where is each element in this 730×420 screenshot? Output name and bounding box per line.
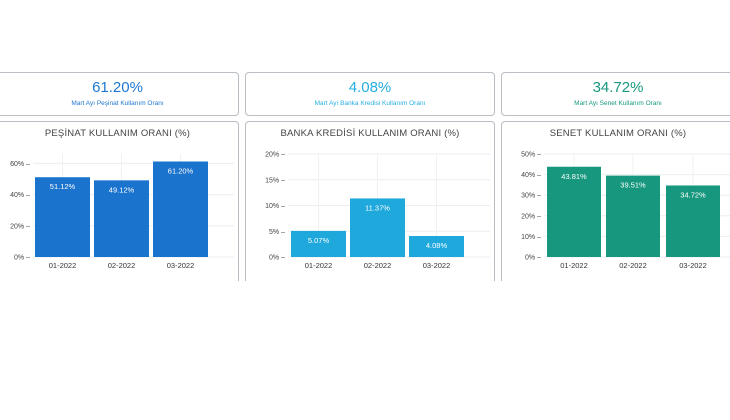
data-label: 34.72% xyxy=(680,190,706,199)
y-tick-label: 40% – xyxy=(521,172,541,179)
y-tick-label: 0% – xyxy=(14,255,30,262)
y-tick-label: 0% – xyxy=(269,255,285,262)
chart-panel-banka-kredisi: BANKA KREDİSİ KULLANIM ORANI (%) 0% – 5% … xyxy=(245,121,495,281)
x-tick-label: 01-2022 xyxy=(305,261,333,270)
chart-title: SENET KULLANIM ORANI (%) xyxy=(549,128,687,139)
data-label: 39.51% xyxy=(620,181,646,190)
chart-title: PEŞİNAT KULLANIM ORANI (%) xyxy=(44,128,191,139)
kpi-value: 61.20% xyxy=(92,79,143,96)
data-label: 61.20% xyxy=(168,166,194,175)
bar-chart-senet: 0% – 10% – 20% – 30% – 40% – 50% – 43.81% 01-20… xyxy=(521,152,730,270)
data-label: 4.08% xyxy=(426,241,448,250)
y-tick-label: 5% – xyxy=(269,229,285,236)
x-tick-label: 01-2022 xyxy=(49,261,77,270)
kpi-label: Mart Ayı Banka Kredisi Kullanım Oranı xyxy=(314,100,426,107)
y-tick-label: 20% – xyxy=(10,223,30,230)
y-tick-label: 10% – xyxy=(521,234,541,241)
x-tick-label: 02-2022 xyxy=(364,261,392,270)
y-tick-label: 40% – xyxy=(10,192,30,199)
x-tick-label: 01-2022 xyxy=(560,261,588,270)
x-tick-label: 03-2022 xyxy=(679,261,707,270)
y-tick-label: 20% – xyxy=(265,152,285,159)
bar xyxy=(666,185,720,257)
data-label: 43.81% xyxy=(561,172,587,181)
bar xyxy=(409,235,464,257)
kpi-label: Mart Ayı Senet Kullanım Oranı xyxy=(574,100,662,107)
y-tick-label: 10% – xyxy=(265,203,285,210)
data-label: 5.07% xyxy=(308,236,330,245)
bar xyxy=(606,175,660,257)
bar xyxy=(350,198,405,257)
y-tick-label: 30% – xyxy=(521,193,541,200)
y-tick-label: 0% – xyxy=(525,255,541,262)
bar-chart-banka-kredisi: 0% – 5% – 10% – 15% – 20% – 5.07% 01-2022 11.37… xyxy=(265,152,490,270)
kpi-value: 4.08% xyxy=(348,79,392,96)
y-tick-label: 60% – xyxy=(10,161,30,168)
data-label: 51.12% xyxy=(50,182,76,191)
data-label: 49.12% xyxy=(109,185,135,194)
x-tick-label: 03-2022 xyxy=(423,261,451,270)
kpi-label: Mart Ayı Peşinat Kullanım Oranı xyxy=(71,100,164,107)
y-tick-label: 15% – xyxy=(265,177,285,184)
x-tick-label: 03-2022 xyxy=(167,261,195,270)
kpi-card-pesinat: 61.20% Mart Ayı Peşinat Kullanım Oranı xyxy=(0,72,239,116)
kpi-card-banka-kredisi: 4.08% Mart Ayı Banka Kredisi Kullanım Or… xyxy=(245,72,495,116)
x-tick-label: 02-2022 xyxy=(108,261,136,270)
x-tick-label: 02-2022 xyxy=(619,261,647,270)
bar xyxy=(94,180,149,257)
y-tick-label: 20% – xyxy=(521,213,541,220)
kpi-value: 34.72% xyxy=(592,79,644,96)
bar xyxy=(153,161,208,257)
bar xyxy=(35,177,90,257)
y-tick-label: 50% – xyxy=(521,152,541,159)
chart-panel-senet: SENET KULLANIM ORANI (%) 0% – 10% – 20% – 3… xyxy=(501,121,730,281)
data-label: 11.37% xyxy=(365,203,390,212)
bar-chart-pesinat: 0% – 20% – 40% – 60% – 51.12% 01-2022 49.12% 02… xyxy=(10,154,234,270)
bar xyxy=(547,166,601,257)
kpi-card-senet: 34.72% Mart Ayı Senet Kullanım Oranı xyxy=(501,72,730,116)
chart-panel-pesinat: PEŞİNAT KULLANIM ORANI (%) 0% – 20% – 40% … xyxy=(0,121,239,281)
chart-title: BANKA KREDİSİ KULLANIM ORANI (%) xyxy=(280,128,460,139)
bar xyxy=(291,230,346,257)
